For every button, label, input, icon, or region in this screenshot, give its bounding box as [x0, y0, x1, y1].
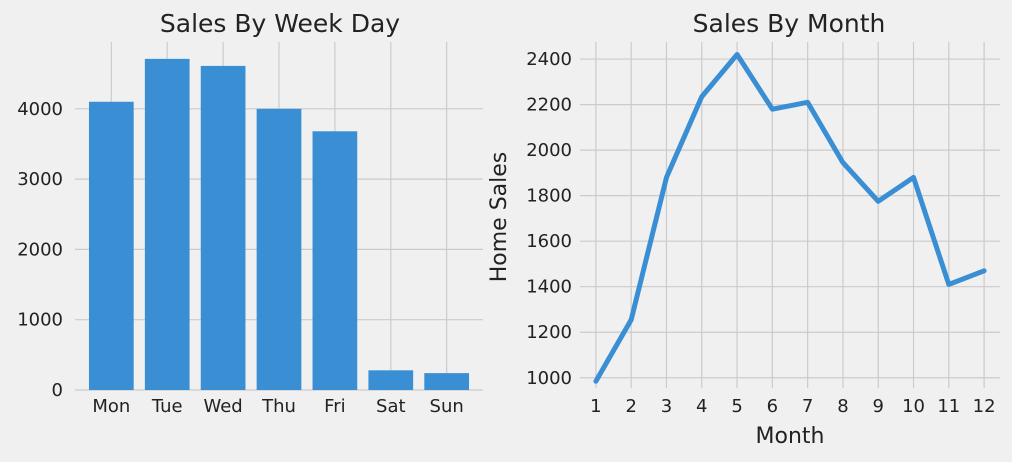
month-x-tick-label: 9 — [873, 396, 884, 417]
month-y-tick-label: 2200 — [526, 95, 572, 116]
month-x-tick-label: 4 — [696, 396, 707, 417]
month-line-chart: Sales By Month 1000 1200 1400 1600 1800 2000 2… — [487, 9, 1000, 449]
weekday-x-tick-label: Sun — [430, 396, 464, 417]
weekday-bar — [88, 101, 134, 391]
weekday-x-tick-label: Tue — [151, 396, 183, 417]
month-y-tick-label: 1400 — [526, 277, 572, 298]
month-x-tick-label: 7 — [802, 396, 813, 417]
weekday-x-tick-label: Mon — [92, 396, 130, 417]
weekday-x-tick-label: Fri — [324, 396, 345, 417]
month-x-tick-label: 8 — [837, 396, 848, 417]
weekday-bar — [312, 131, 358, 390]
month-series-line — [593, 52, 987, 384]
weekday-y-tick-label: 1000 — [17, 310, 63, 331]
weekday-y-tick-labels: 0 1000 2000 3000 4000 — [17, 99, 63, 401]
month-x-tick-label: 10 — [902, 396, 925, 417]
weekday-y-tick-label: 4000 — [17, 99, 63, 120]
month-x-tick-label: 2 — [625, 396, 636, 417]
month-x-axis-label: Month — [756, 424, 825, 449]
weekday-y-tick-label: 3000 — [17, 169, 63, 190]
month-y-tick-label: 1000 — [526, 368, 572, 389]
month-y-tick-label: 2400 — [526, 49, 572, 70]
weekday-bar — [256, 108, 302, 391]
weekday-y-tick-label: 2000 — [17, 239, 63, 260]
weekday-x-tick-label: Thu — [261, 396, 296, 417]
month-y-tick-label: 2000 — [526, 140, 572, 161]
month-y-tick-labels: 1000 1200 1400 1600 1800 2000 2200 2400 — [526, 49, 572, 389]
month-chart-title: Sales By Month — [693, 9, 886, 38]
weekday-bar-chart: Sales By Week Day 0 1000 2000 3000 4000 Mon T… — [17, 9, 483, 417]
month-x-tick-label: 6 — [767, 396, 778, 417]
month-x-tick-label: 12 — [973, 396, 996, 417]
weekday-bar — [200, 65, 246, 391]
month-y-axis-label: Home Sales — [487, 152, 512, 283]
month-y-tick-label: 1200 — [526, 322, 572, 343]
weekday-x-tick-label: Sat — [376, 396, 406, 417]
month-y-tick-label: 1800 — [526, 186, 572, 207]
month-y-tick-label: 1600 — [526, 231, 572, 252]
month-x-tick-label: 11 — [937, 396, 960, 417]
weekday-x-tick-labels: Mon Tue Wed Thu Fri Sat Sun — [92, 396, 463, 417]
weekday-y-tick-label: 0 — [52, 380, 63, 401]
weekday-bar — [144, 58, 190, 390]
weekday-bars — [88, 58, 470, 391]
weekday-chart-title: Sales By Week Day — [160, 9, 400, 38]
weekday-bar — [424, 373, 470, 390]
month-x-tick-label: 5 — [731, 396, 742, 417]
weekday-x-tick-label: Wed — [203, 396, 242, 417]
month-x-tick-label: 3 — [661, 396, 672, 417]
month-x-tick-labels: 1 2 3 4 5 6 7 8 9 10 11 12 — [590, 396, 995, 417]
weekday-bar — [368, 370, 414, 390]
month-x-tick-label: 1 — [590, 396, 601, 417]
